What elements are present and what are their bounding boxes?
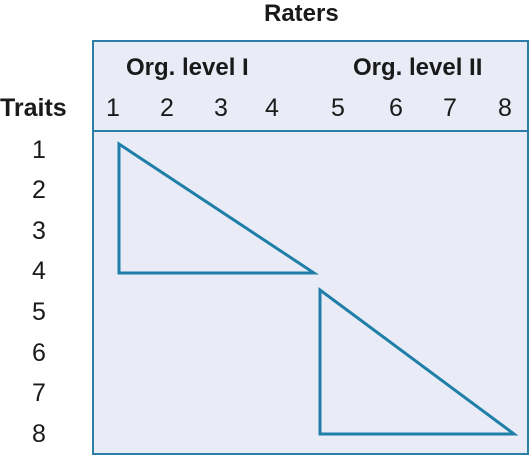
matrix-panel — [92, 40, 529, 455]
rater-number: 8 — [498, 94, 512, 122]
trait-number: 8 — [32, 420, 46, 448]
header-divider — [92, 130, 529, 132]
trait-number: 7 — [32, 379, 46, 407]
trait-number: 6 — [32, 339, 46, 367]
traits-header: Traits — [0, 94, 67, 122]
rater-number: 7 — [443, 94, 457, 122]
rater-number: 1 — [106, 94, 120, 122]
group-label-org-level-2: Org. level II — [353, 54, 483, 81]
rater-number: 2 — [160, 94, 174, 122]
trait-number: 2 — [32, 176, 46, 204]
trait-number: 3 — [32, 217, 46, 245]
rater-number: 5 — [331, 94, 345, 122]
org-level-2-triangle — [318, 287, 519, 436]
raters-title: Raters — [264, 0, 339, 27]
org-level-1-triangle — [117, 141, 319, 275]
group-label-org-level-1: Org. level I — [126, 54, 249, 81]
rater-number: 3 — [214, 94, 228, 122]
trait-number: 1 — [32, 136, 46, 164]
trait-number: 5 — [32, 298, 46, 326]
rater-number: 4 — [265, 94, 279, 122]
rater-number: 6 — [389, 94, 403, 122]
trait-number: 4 — [32, 257, 46, 285]
